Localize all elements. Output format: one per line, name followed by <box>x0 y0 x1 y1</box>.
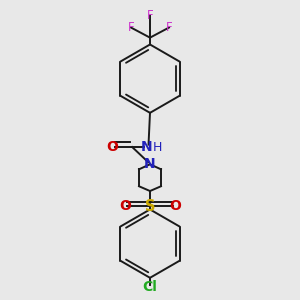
Text: O: O <box>106 140 118 154</box>
Text: H: H <box>153 140 162 154</box>
Text: N: N <box>141 140 152 154</box>
Text: F: F <box>147 9 153 22</box>
Text: S: S <box>145 199 155 214</box>
Text: F: F <box>128 21 134 34</box>
Text: F: F <box>166 21 172 34</box>
Text: O: O <box>169 200 181 214</box>
Text: O: O <box>119 200 131 214</box>
Text: N: N <box>144 157 156 171</box>
Text: Cl: Cl <box>142 280 158 294</box>
